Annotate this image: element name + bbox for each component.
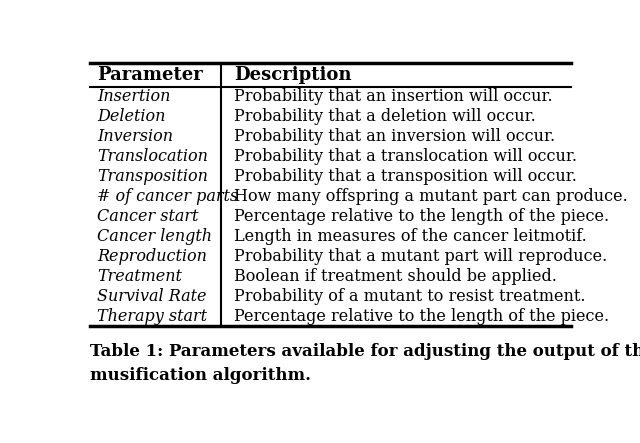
Text: Length in measures of the cancer leitmotif.: Length in measures of the cancer leitmot…: [234, 228, 586, 245]
Text: Probability that an inversion will occur.: Probability that an inversion will occur…: [234, 128, 555, 145]
Text: Probability of a mutant to resist treatment.: Probability of a mutant to resist treatm…: [234, 288, 585, 305]
Text: Translocation: Translocation: [97, 148, 208, 165]
Text: Treatment: Treatment: [97, 268, 182, 285]
Text: Boolean if treatment should be applied.: Boolean if treatment should be applied.: [234, 268, 557, 285]
Text: Inversion: Inversion: [97, 128, 173, 145]
Text: Insertion: Insertion: [97, 88, 171, 105]
Text: Probability that an insertion will occur.: Probability that an insertion will occur…: [234, 88, 552, 105]
Text: Transposition: Transposition: [97, 168, 208, 185]
Text: Percentage relative to the length of the piece.: Percentage relative to the length of the…: [234, 307, 609, 325]
Text: Deletion: Deletion: [97, 108, 166, 125]
Text: How many offspring a mutant part can produce.: How many offspring a mutant part can pro…: [234, 188, 627, 205]
Text: # of cancer parts: # of cancer parts: [97, 188, 239, 205]
Text: Probability that a transposition will occur.: Probability that a transposition will oc…: [234, 168, 577, 185]
Text: Percentage relative to the length of the piece.: Percentage relative to the length of the…: [234, 208, 609, 225]
Text: Probability that a mutant part will reproduce.: Probability that a mutant part will repr…: [234, 248, 607, 265]
Text: musification algorithm.: musification algorithm.: [90, 367, 311, 384]
Text: Probability that a deletion will occur.: Probability that a deletion will occur.: [234, 108, 536, 125]
Text: Probability that a translocation will occur.: Probability that a translocation will oc…: [234, 148, 577, 165]
Text: Table 1: Parameters available for adjusting the output of the: Table 1: Parameters available for adjust…: [90, 343, 640, 360]
Text: Parameter: Parameter: [97, 66, 203, 84]
Text: Therapy start: Therapy start: [97, 307, 207, 325]
Text: Survival Rate: Survival Rate: [97, 288, 207, 305]
Text: Cancer start: Cancer start: [97, 208, 199, 225]
Text: Cancer length: Cancer length: [97, 228, 212, 245]
Text: Reproduction: Reproduction: [97, 248, 207, 265]
Text: Description: Description: [234, 66, 351, 84]
